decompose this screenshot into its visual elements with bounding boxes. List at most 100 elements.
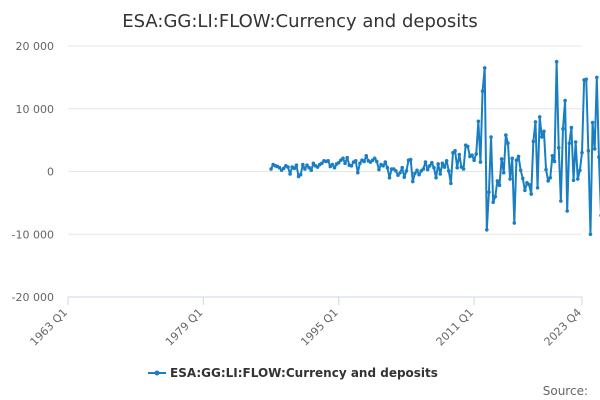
data-point[interactable] (300, 162, 305, 167)
data-point[interactable] (478, 160, 483, 164)
data-point[interactable] (523, 188, 527, 193)
data-point[interactable] (455, 165, 460, 170)
data-point[interactable] (533, 120, 538, 124)
data-point[interactable] (449, 181, 453, 186)
data-point[interactable] (561, 127, 565, 131)
data-point[interactable] (410, 179, 415, 184)
data-point[interactable] (573, 140, 578, 144)
data-point[interactable] (294, 163, 299, 168)
data-point[interactable] (427, 164, 432, 168)
series-line[interactable] (270, 60, 600, 237)
data-point[interactable] (402, 175, 407, 179)
data-point[interactable] (540, 135, 544, 139)
data-point[interactable] (444, 159, 449, 163)
data-point[interactable] (423, 160, 428, 164)
data-point[interactable] (542, 129, 546, 134)
data-point[interactable] (446, 169, 451, 173)
data-point[interactable] (531, 139, 536, 144)
data-point[interactable] (394, 169, 398, 173)
data-point[interactable] (529, 192, 534, 196)
data-point[interactable] (527, 182, 531, 187)
data-point[interactable] (476, 119, 481, 124)
data-point[interactable] (425, 167, 430, 172)
data-point[interactable] (588, 232, 593, 237)
data-point[interactable] (434, 175, 438, 180)
data-point[interactable] (550, 154, 555, 158)
data-point[interactable] (436, 162, 440, 166)
data-point[interactable] (580, 150, 584, 155)
data-point[interactable] (440, 161, 445, 166)
data-point[interactable] (565, 209, 569, 213)
data-point[interactable] (413, 171, 417, 176)
data-point[interactable] (584, 77, 589, 82)
data-point[interactable] (286, 165, 290, 169)
data-point[interactable] (358, 161, 362, 166)
data-point[interactable] (303, 167, 307, 171)
data-point[interactable] (457, 152, 462, 157)
data-point[interactable] (372, 156, 377, 161)
data-point[interactable] (559, 199, 563, 203)
data-point[interactable] (355, 170, 360, 175)
data-point[interactable] (506, 141, 510, 146)
data-point[interactable] (470, 153, 474, 157)
data-point[interactable] (311, 161, 316, 166)
data-point[interactable] (575, 177, 580, 181)
data-point[interactable] (586, 148, 591, 153)
data-point[interactable] (349, 164, 354, 168)
data-point[interactable] (415, 168, 419, 173)
data-point[interactable] (571, 178, 576, 183)
data-point[interactable] (482, 66, 487, 70)
series-group[interactable] (269, 59, 600, 239)
data-point[interactable] (442, 165, 447, 169)
data-point[interactable] (461, 167, 466, 171)
data-point[interactable] (326, 159, 330, 163)
data-point[interactable] (552, 159, 557, 164)
data-point[interactable] (305, 163, 309, 168)
data-point[interactable] (474, 152, 479, 156)
data-point[interactable] (438, 172, 443, 176)
data-point[interactable] (453, 148, 457, 153)
data-point[interactable] (544, 167, 548, 172)
data-point[interactable] (292, 166, 297, 171)
data-point[interactable] (569, 125, 574, 130)
data-point[interactable] (281, 166, 286, 171)
data-point[interactable] (432, 165, 436, 170)
data-point[interactable] (472, 158, 476, 162)
data-point[interactable] (277, 165, 282, 170)
data-point[interactable] (381, 164, 385, 168)
data-point[interactable] (556, 145, 561, 150)
data-point[interactable] (548, 175, 553, 180)
data-point[interactable] (398, 170, 402, 175)
data-point[interactable] (309, 168, 314, 173)
data-point[interactable] (495, 179, 500, 183)
data-point[interactable] (269, 167, 273, 171)
data-point[interactable] (430, 160, 434, 165)
data-point[interactable] (554, 59, 559, 64)
data-point[interactable] (400, 165, 405, 170)
data-point[interactable] (480, 89, 485, 93)
data-point[interactable] (383, 160, 388, 164)
data-point[interactable] (590, 120, 595, 125)
data-point[interactable] (504, 133, 508, 137)
data-point[interactable] (353, 159, 358, 163)
data-point[interactable] (330, 162, 335, 167)
data-point[interactable] (501, 170, 506, 175)
data-point[interactable] (497, 183, 502, 188)
data-point[interactable] (421, 167, 426, 171)
data-point[interactable] (597, 155, 600, 159)
source-credit[interactable]: Source: (543, 384, 588, 398)
data-point[interactable] (518, 168, 523, 173)
legend-item-label[interactable]: ESA:GG:LI:FLOW:Currency and deposits (170, 366, 438, 380)
data-point[interactable] (499, 157, 504, 161)
data-point[interactable] (417, 172, 421, 177)
data-point[interactable] (315, 165, 320, 169)
data-point[interactable] (595, 75, 599, 80)
data-point[interactable] (288, 172, 292, 176)
data-point[interactable] (510, 156, 514, 161)
data-point[interactable] (375, 159, 379, 164)
data-point[interactable] (307, 165, 311, 170)
data-point[interactable] (563, 98, 567, 103)
data-point[interactable] (546, 179, 550, 183)
data-point[interactable] (387, 175, 392, 180)
data-point[interactable] (491, 200, 495, 205)
